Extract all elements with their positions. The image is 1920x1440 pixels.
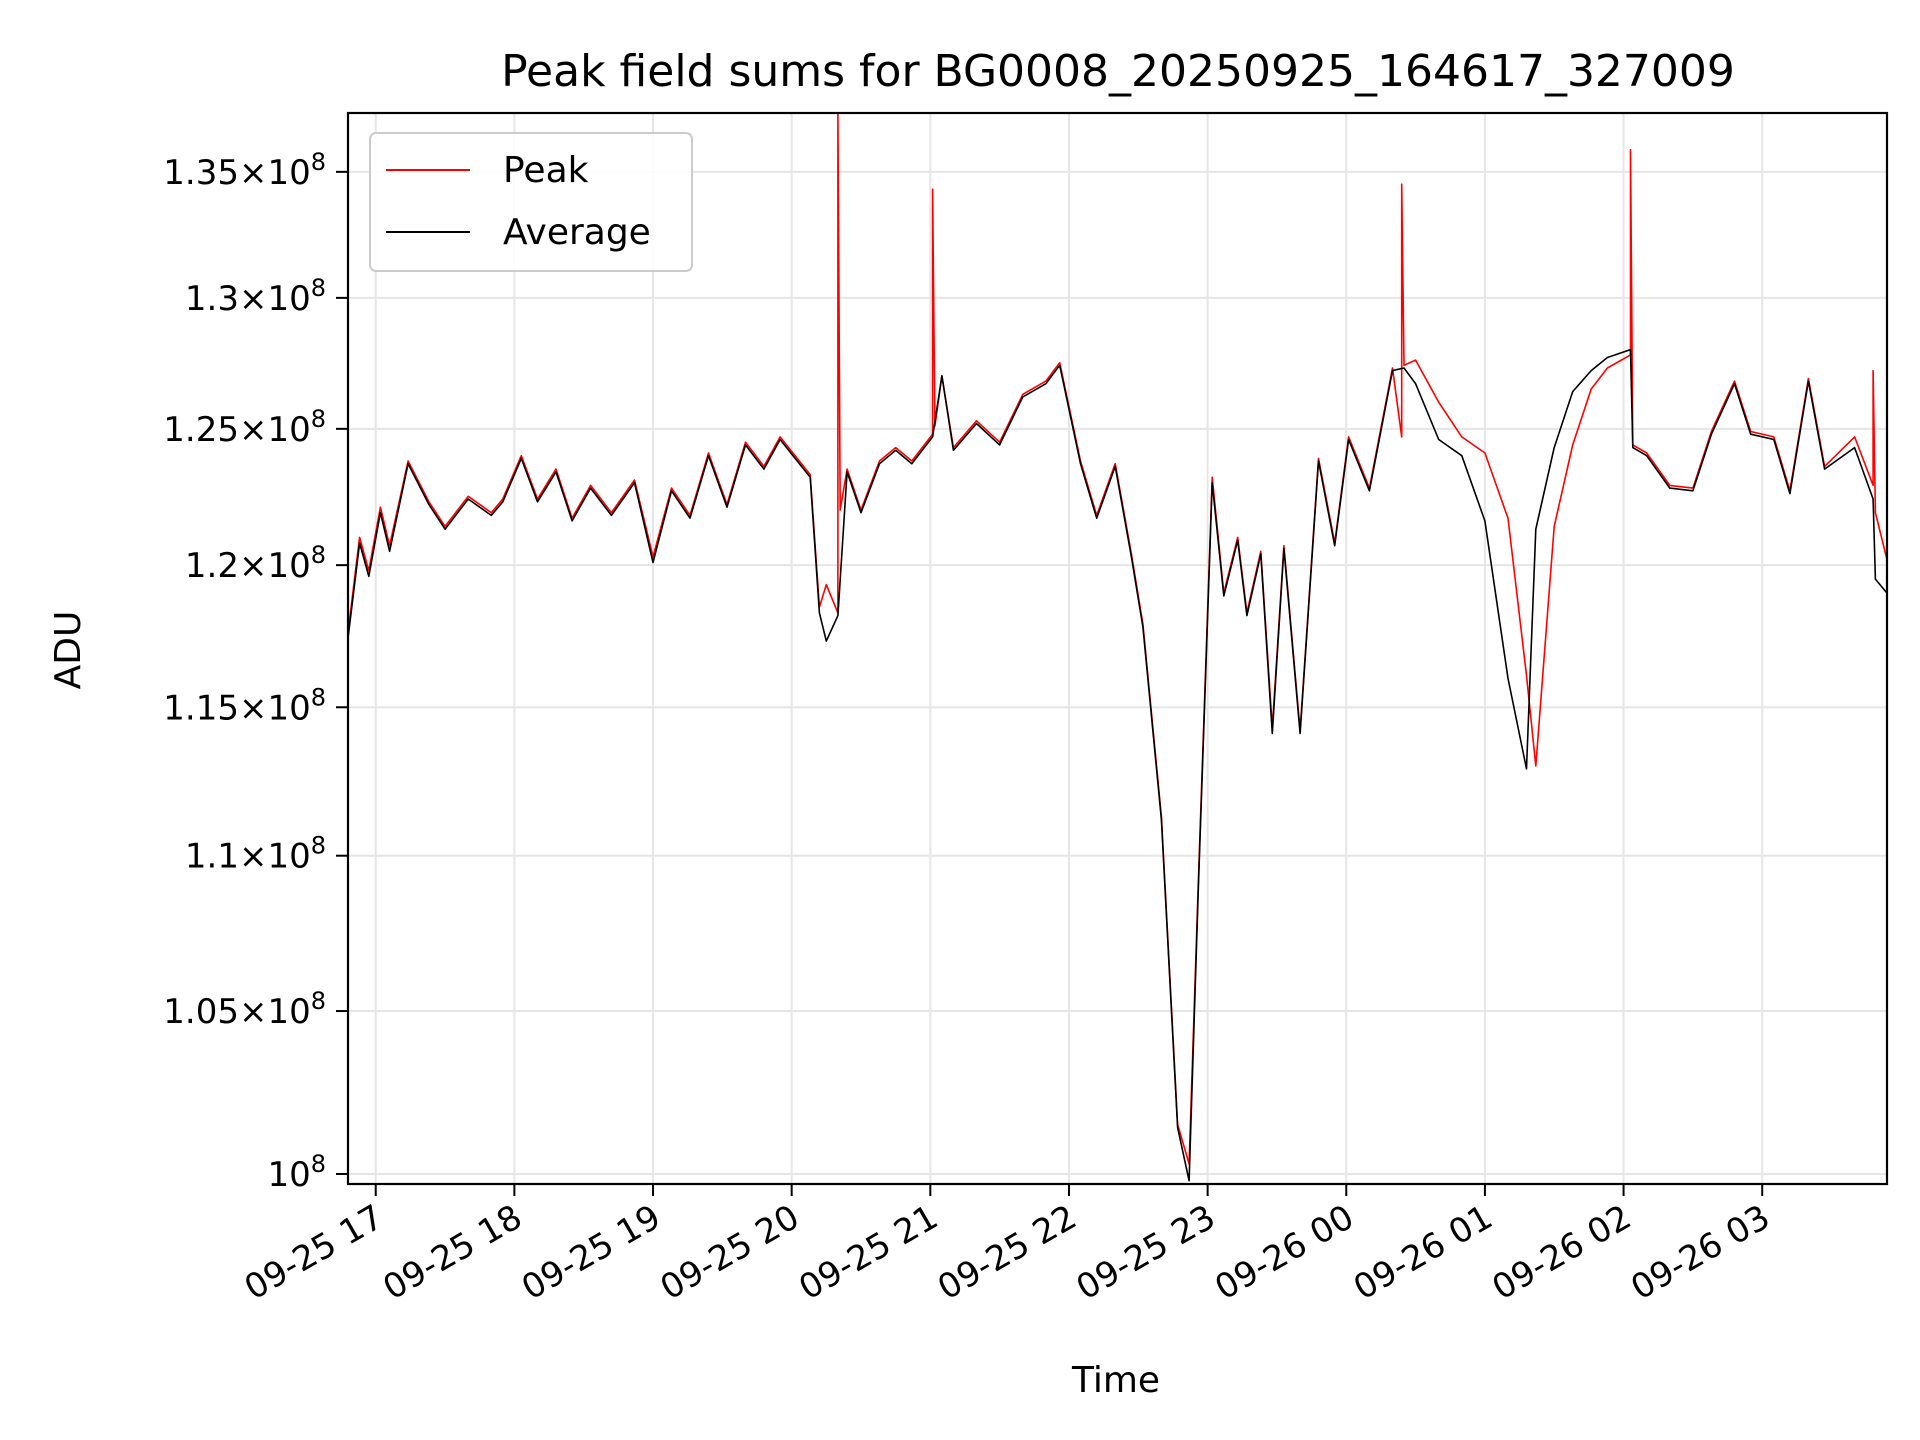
y-tick-mantissa: 1.3	[185, 279, 239, 319]
axes-frame	[346, 111, 1889, 1186]
y-tick-label: 108	[267, 1150, 326, 1195]
y-tick-exponent: 8	[311, 832, 326, 860]
legend-label-average: Average	[503, 212, 651, 253]
y-tick-label: 1.1×108	[185, 832, 326, 877]
y-axis-label: ADU	[48, 611, 89, 690]
y-tick-exponent: 8	[311, 987, 326, 1015]
y-tick-exponent: 8	[311, 683, 326, 711]
y-tick-base: 10	[267, 1155, 310, 1195]
y-tick-label: 1.15×108	[163, 683, 326, 728]
y-tick-exponent: 8	[311, 405, 326, 433]
legend-box	[369, 132, 693, 272]
y-tick-label: 1.2×108	[185, 541, 326, 586]
y-axis: 1081.05×1081.1×1081.15×1081.2×1081.25×10…	[163, 148, 348, 1195]
legend: Peak Average	[369, 132, 693, 272]
y-tick-times: ×10	[239, 279, 311, 319]
y-tick-exponent: 8	[311, 148, 326, 176]
y-tick-mantissa: 1.25	[163, 410, 239, 450]
legend-label-peak: Peak	[503, 150, 589, 191]
y-tick-mantissa: 1.2	[185, 546, 239, 586]
series-group	[348, 113, 1887, 1182]
y-tick-times: ×10	[239, 546, 311, 586]
y-tick-exponent: 8	[311, 1150, 326, 1178]
series-line-average	[348, 348, 1887, 1182]
y-tick-times: ×10	[239, 410, 311, 450]
y-tick-mantissa: 1.15	[163, 688, 239, 728]
plot-area	[348, 113, 1887, 1182]
y-tick-mantissa: 1.35	[163, 153, 239, 193]
y-tick-exponent: 8	[311, 541, 326, 569]
y-tick-mantissa: 1.1	[185, 837, 239, 877]
y-tick-label: 1.05×108	[163, 987, 326, 1032]
y-tick-label: 1.35×108	[163, 148, 326, 193]
y-tick-times: ×10	[239, 688, 311, 728]
y-tick-times: ×10	[239, 153, 311, 193]
chart-title: Peak field sums for BG0008_20250925_1646…	[501, 46, 1735, 97]
y-tick-exponent: 8	[311, 274, 326, 302]
y-tick-label: 1.25×108	[163, 405, 326, 450]
y-tick-times: ×10	[239, 992, 311, 1032]
y-tick-mantissa: 1.05	[163, 992, 239, 1032]
y-tick-label: 1.3×108	[185, 274, 326, 319]
x-axis-label: Time	[1071, 1360, 1160, 1401]
y-tick-times: ×10	[239, 837, 311, 877]
